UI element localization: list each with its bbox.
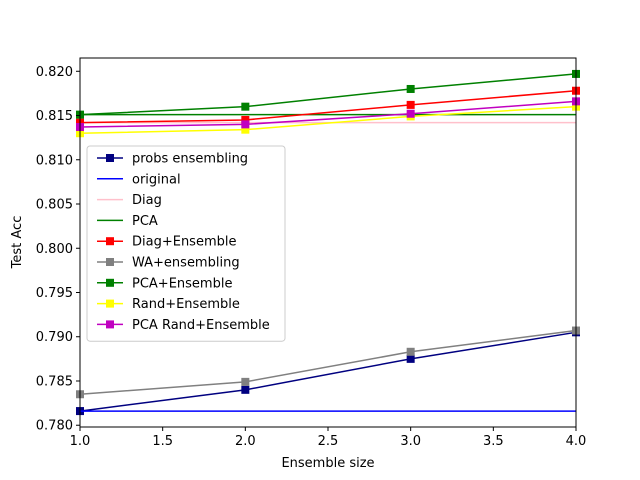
x-tick-label: 4.0 xyxy=(566,434,587,449)
y-tick-label: 0.810 xyxy=(36,153,73,168)
legend-label: Diag+Ensemble xyxy=(132,235,236,250)
y-tick-label: 0.790 xyxy=(36,330,73,345)
legend-marker-4 xyxy=(106,237,114,246)
chart-legend: probs ensembling original Diag PCA Diag+Ense… xyxy=(86,145,286,342)
data-point-5-1 xyxy=(241,377,250,386)
y-tick-label: 0.780 xyxy=(36,419,73,434)
data-point-5-2 xyxy=(406,347,415,356)
series-line-0 xyxy=(79,331,577,412)
y-tick-label: 0.800 xyxy=(36,242,73,257)
legend-marker-5 xyxy=(106,258,114,266)
series-line-4 xyxy=(79,89,577,124)
data-point-4-2 xyxy=(406,100,415,109)
legend-label: original xyxy=(132,172,181,187)
legend-marker-7 xyxy=(106,299,114,308)
y-axis-label: Test Acc xyxy=(10,216,25,270)
data-point-4-1 xyxy=(241,115,250,124)
data-point-8-2 xyxy=(406,109,415,118)
data-point-0-2 xyxy=(406,354,415,363)
x-axis-label: Ensemble size xyxy=(281,456,374,471)
legend-label: probs ensembling xyxy=(132,152,248,167)
chart-axes: 1.0 1.5 2.0 2.5 3.0 3.5 4.0 0.780 0.785 0.790 0.79… xyxy=(36,57,587,449)
legend-label: Rand+Ensemble xyxy=(132,297,240,312)
legend-label: PCA xyxy=(132,214,158,229)
y-tick-label: 0.815 xyxy=(36,109,73,124)
series-line-7 xyxy=(79,105,577,134)
y-tick-label: 0.785 xyxy=(36,374,73,389)
legend-label: Diag xyxy=(132,193,162,208)
series-line-6 xyxy=(79,73,577,116)
series-line-5 xyxy=(79,329,577,396)
legend-label: WA+ensembling xyxy=(132,256,240,271)
x-tick-label: 2.5 xyxy=(318,434,339,449)
legend-marker-8 xyxy=(106,320,114,329)
y-tick-label: 0.795 xyxy=(36,286,73,301)
legend-label: PCA+Ensemble xyxy=(132,276,232,291)
data-point-0-1 xyxy=(241,385,250,394)
x-tick-label: 2.0 xyxy=(235,434,256,449)
series-line-8 xyxy=(79,100,577,128)
legend-marker-0 xyxy=(106,154,114,162)
x-tick-label: 1.0 xyxy=(70,434,91,449)
data-point-8-1 xyxy=(241,120,250,129)
data-point-7-1 xyxy=(241,125,250,134)
legend-marker-6 xyxy=(106,278,114,287)
x-tick-label: 3.5 xyxy=(483,434,504,449)
x-tick-label: 3.0 xyxy=(400,434,421,449)
legend-label: PCA Rand+Ensemble xyxy=(132,318,270,333)
x-tick-label: 1.5 xyxy=(152,434,173,449)
y-tick-label: 0.820 xyxy=(36,65,73,80)
data-point-6-2 xyxy=(406,84,415,93)
legend-box xyxy=(86,145,286,342)
data-point-6-1 xyxy=(241,102,250,111)
y-tick-label: 0.805 xyxy=(36,198,73,213)
